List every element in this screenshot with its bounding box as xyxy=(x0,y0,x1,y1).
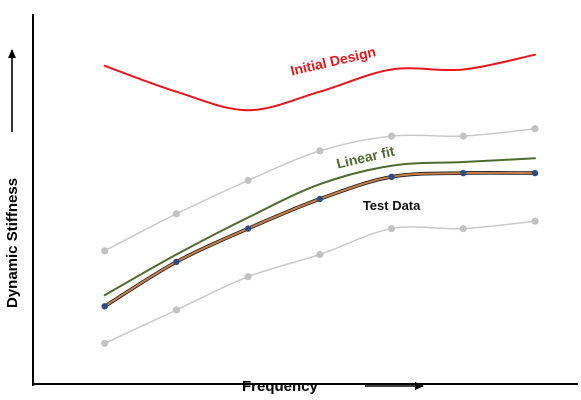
annotation-label: Initial Design xyxy=(289,43,377,78)
data-point-upper-bound xyxy=(531,125,539,133)
annotation-label: Test Data xyxy=(363,198,421,213)
data-point-upper-bound xyxy=(101,247,109,255)
data-point-upper-bound xyxy=(388,132,396,140)
data-point-lower-bound xyxy=(459,225,467,233)
y-axis-title: Dynamic Stiffness xyxy=(4,178,21,308)
data-point-lower-bound xyxy=(172,306,180,314)
data-point-upper-bound xyxy=(459,132,467,140)
marker-layer xyxy=(101,125,539,347)
data-point-lower-bound xyxy=(316,250,324,259)
data-point-test-data xyxy=(244,225,252,232)
data-point-test-data xyxy=(173,258,180,266)
series-line-upper-bound xyxy=(103,127,536,252)
x-axis-title: Frequency xyxy=(242,378,319,395)
data-point-lower-bound xyxy=(244,273,252,281)
data-point-test-data xyxy=(101,303,108,310)
data-point-lower-bound xyxy=(531,217,539,225)
data-point-upper-bound xyxy=(316,147,324,155)
data-point-test-data xyxy=(460,169,467,177)
data-point-test-data xyxy=(316,195,323,203)
series-line-test-data-outline xyxy=(103,171,536,308)
series-line-lower-bound xyxy=(103,220,536,345)
data-point-test-data xyxy=(388,173,395,180)
data-point-upper-bound xyxy=(244,176,252,185)
series-line-test-data xyxy=(103,171,536,308)
series-line-linear-fit xyxy=(103,157,536,297)
data-point-lower-bound xyxy=(101,339,109,347)
series-line-initial-design xyxy=(103,53,536,112)
data-point-test-data xyxy=(531,169,539,177)
data-point-upper-bound xyxy=(172,210,180,218)
data-point-lower-bound xyxy=(388,225,396,233)
